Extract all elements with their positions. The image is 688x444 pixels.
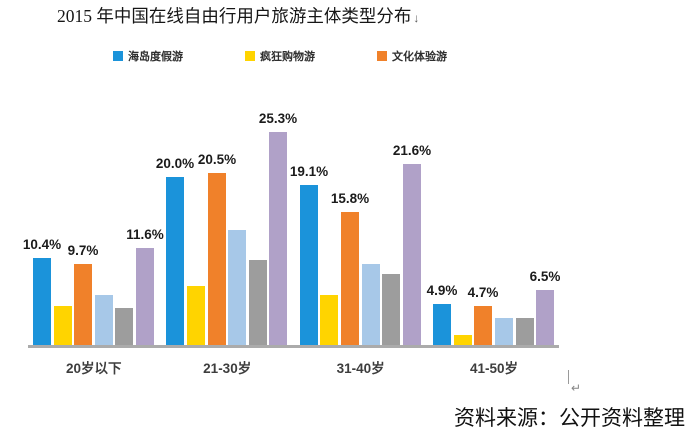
x-axis-line (28, 345, 559, 348)
bar-value-label: 19.1% (289, 164, 329, 179)
legend-swatch-icon (377, 51, 387, 61)
legend-item-label: 疯狂购物游 (260, 51, 315, 63)
bar-2-2 (341, 212, 359, 345)
x-axis-category-label: 21-30岁 (203, 361, 252, 376)
bar-value-label: 4.9% (426, 283, 458, 298)
legend-swatch-icon (245, 51, 255, 61)
bar-2-0 (300, 185, 318, 345)
bar-1-0 (166, 177, 184, 345)
bar-2-3 (362, 264, 380, 345)
chart-legend: 海岛度假游 疯狂购物游 文化体验游 (113, 48, 509, 64)
bar-value-label: 11.6% (126, 227, 164, 242)
legend-swatch-icon (113, 51, 123, 61)
bar-1-1 (187, 286, 205, 345)
bar-1-4 (249, 260, 267, 345)
bar-value-label: 15.8% (330, 191, 370, 206)
chart-title-text: 2015 年中国在线自由行用户旅游主体类型分布 (57, 6, 412, 26)
bar-2-4 (382, 274, 400, 345)
bar-1-5 (269, 132, 287, 345)
legend-item-culture: 文化体验游 (377, 48, 447, 64)
legend-item-label: 海岛度假游 (128, 51, 183, 63)
bar-value-label: 21.6% (392, 143, 432, 158)
legend-item-label: 文化体验游 (392, 51, 447, 63)
bar-0-5 (136, 248, 154, 345)
x-axis-category-label: 31-40岁 (336, 361, 385, 376)
legend-item-shopping: 疯狂购物游 (245, 48, 315, 64)
legend-item-island-vacation: 海岛度假游 (113, 48, 183, 64)
bar-3-3 (495, 318, 513, 345)
bar-0-2 (74, 264, 92, 345)
bar-3-0 (433, 304, 451, 345)
x-axis-category-label: 20岁以下 (66, 361, 122, 376)
return-mark-icon: ↵ (571, 381, 582, 395)
bar-value-label: 25.3% (258, 111, 298, 126)
bar-value-label: 10.4% (22, 237, 62, 252)
bar-0-3 (95, 295, 113, 345)
bar-1-2 (208, 173, 226, 345)
bar-value-label: 6.5% (529, 269, 561, 284)
bar-value-label: 4.7% (467, 285, 499, 300)
x-axis-category-label: 41-50岁 (469, 361, 519, 376)
bar-2-1 (320, 295, 338, 345)
bar-3-2 (474, 306, 492, 345)
bar-3-5 (536, 290, 554, 345)
bar-3-1 (454, 335, 472, 345)
bar-0-0 (33, 258, 51, 345)
paragraph-mark-icon: ↓ (413, 11, 420, 25)
bar-chart-plot-area: 10.4% 9.7% 11.6% 20.0% 20.5% 25.3% 19.1% 15.8% 2… (23, 88, 560, 345)
bar-0-1 (54, 306, 72, 345)
chart-title: 2015 年中国在线自由行用户旅游主体类型分布 ↓ (57, 3, 419, 28)
text-cursor (568, 370, 569, 384)
bar-1-3 (228, 230, 246, 345)
bar-2-5 (403, 164, 421, 345)
bar-0-4 (115, 308, 133, 345)
source-note: 资料来源：公开资料整理 (454, 406, 685, 430)
bar-value-label: 20.5% (197, 152, 237, 167)
bar-3-4 (516, 318, 534, 345)
bar-value-label: 20.0% (155, 156, 195, 171)
bar-value-label: 9.7% (67, 243, 99, 258)
